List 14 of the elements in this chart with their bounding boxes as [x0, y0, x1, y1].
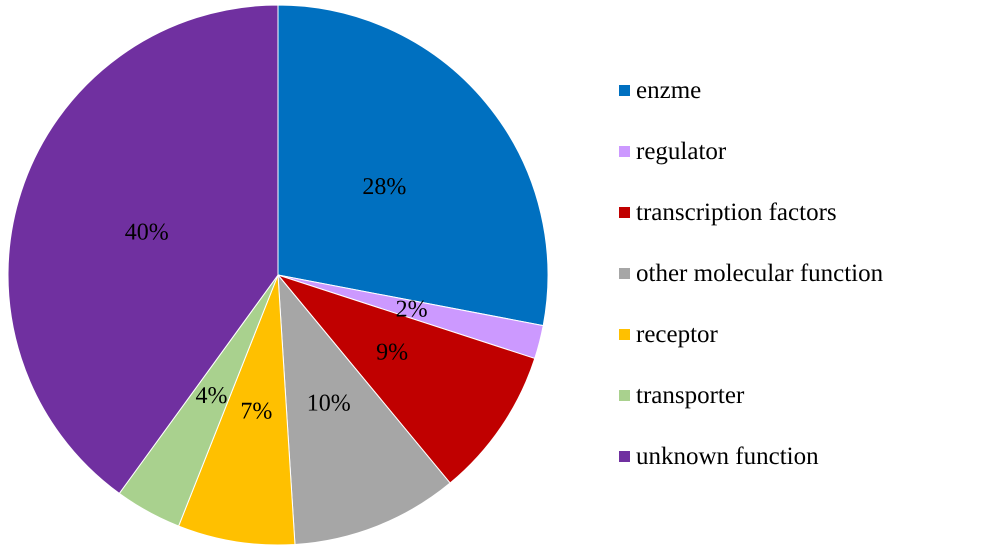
data-label: 9%: [376, 340, 408, 366]
legend-label: transporter: [636, 382, 745, 409]
legend-label: regulator: [636, 138, 727, 165]
legend-label: enzme: [636, 77, 702, 104]
data-label: 10%: [306, 390, 351, 416]
data-label: 40%: [124, 219, 169, 246]
data-label: 28%: [362, 174, 406, 200]
data-label: 7%: [240, 398, 272, 424]
legend-label: transcription factors: [636, 199, 837, 226]
legend-label: other molecular function: [636, 260, 884, 287]
legend-label: receptor: [636, 321, 719, 348]
data-label: 2%: [396, 296, 428, 322]
data-label: 4%: [196, 382, 228, 409]
legend-label: unknown function: [636, 443, 820, 470]
